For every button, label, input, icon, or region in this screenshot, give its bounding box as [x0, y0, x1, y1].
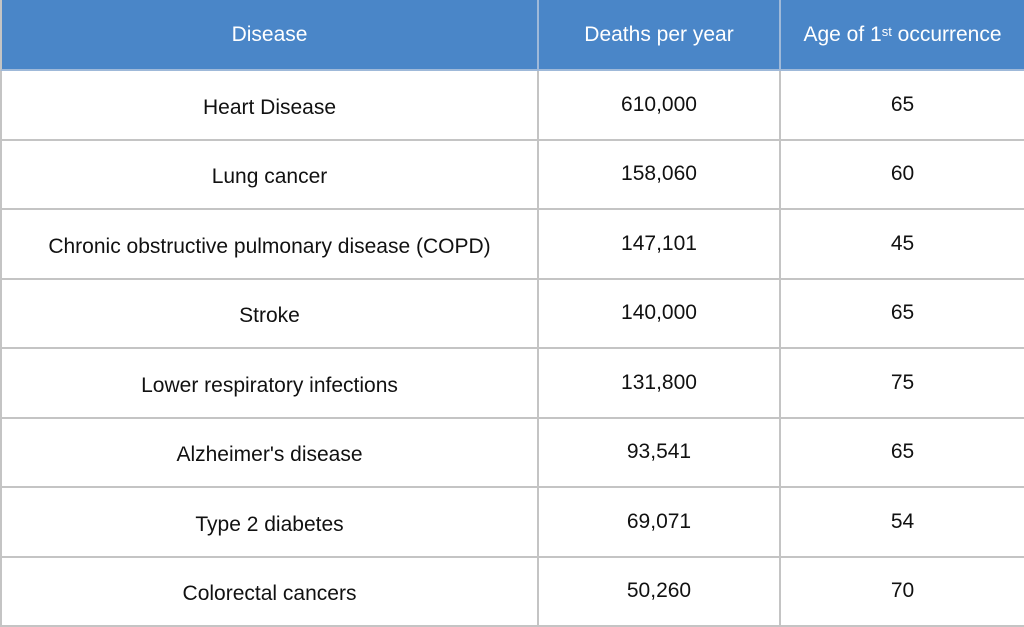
header-cell: Disease	[0, 0, 539, 71]
table-cell: 70	[781, 558, 1024, 627]
table-cell: 65	[781, 71, 1024, 141]
cell-text: 54	[891, 510, 914, 534]
header-cell: Deaths per year	[539, 0, 781, 71]
table-cell: 65	[781, 419, 1024, 489]
cell-text: 69,071	[627, 510, 691, 534]
cell-text: Colorectal cancers	[183, 582, 357, 606]
cell-text: Lung cancer	[212, 165, 328, 189]
cell-text: Chronic obstructive pulmonary disease (C…	[48, 235, 490, 259]
table-cell: Colorectal cancers	[0, 558, 539, 627]
cell-text: Stroke	[239, 304, 300, 328]
header-text: Deaths per year	[584, 23, 733, 47]
header-text: Disease	[232, 23, 308, 47]
cell-text: 60	[891, 162, 914, 186]
table-cell: 50,260	[539, 558, 781, 627]
table-cell: 610,000	[539, 71, 781, 141]
table-cell: Stroke	[0, 280, 539, 350]
cell-text: 131,800	[621, 371, 697, 395]
header-text: occurrence	[892, 23, 1002, 47]
table-cell: 60	[781, 141, 1024, 211]
table-cell: 45	[781, 210, 1024, 280]
cell-text: 93,541	[627, 440, 691, 464]
cell-text: 45	[891, 232, 914, 256]
cell-text: 75	[891, 371, 914, 395]
table-cell: Type 2 diabetes	[0, 488, 539, 558]
table-cell: 131,800	[539, 349, 781, 419]
table-cell: Lower respiratory infections	[0, 349, 539, 419]
cell-text: 610,000	[621, 93, 697, 117]
cell-text: 140,000	[621, 301, 697, 325]
table-cell: Chronic obstructive pulmonary disease (C…	[0, 210, 539, 280]
table-cell: 93,541	[539, 419, 781, 489]
table-cell: 147,101	[539, 210, 781, 280]
table-cell: Alzheimer's disease	[0, 419, 539, 489]
cell-text: 147,101	[621, 232, 697, 256]
table-cell: 69,071	[539, 488, 781, 558]
table-cell: 158,060	[539, 141, 781, 211]
table-cell: Heart Disease	[0, 71, 539, 141]
cell-text: 158,060	[621, 162, 697, 186]
cell-text: Alzheimer's disease	[176, 443, 362, 467]
cell-text: Lower respiratory infections	[141, 374, 398, 398]
table-cell: 54	[781, 488, 1024, 558]
cell-text: 65	[891, 440, 914, 464]
cell-text: 65	[891, 93, 914, 117]
table-cell: 140,000	[539, 280, 781, 350]
header-superscript: st	[882, 24, 892, 39]
cell-text: 65	[891, 301, 914, 325]
table-cell: 65	[781, 280, 1024, 350]
table-cell: Lung cancer	[0, 141, 539, 211]
table-cell: 75	[781, 349, 1024, 419]
cell-text: Type 2 diabetes	[195, 513, 343, 537]
header-text: Age of 1	[803, 23, 881, 47]
cell-text: Heart Disease	[203, 96, 336, 120]
